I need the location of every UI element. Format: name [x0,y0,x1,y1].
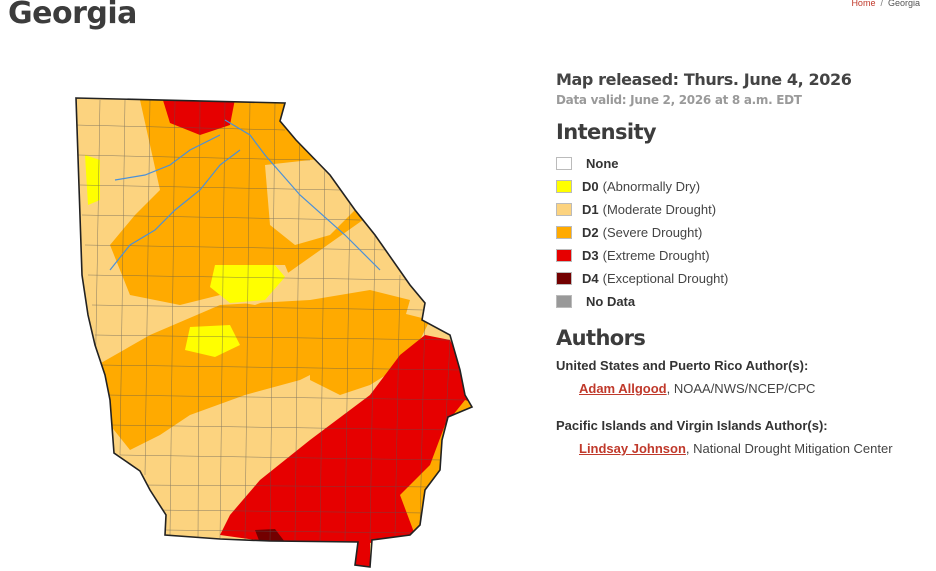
legend-code: D1 [582,202,599,217]
breadcrumb: Home / Georgia [851,0,920,8]
author-link-lindsay-johnson[interactable]: Lindsay Johnson [579,441,686,456]
us-author-org: , NOAA/NWS/NCEP/CPC [666,381,816,396]
legend-swatch-no-data [556,295,572,308]
pacific-author-entry: Lindsay Johnson, National Drought Mitiga… [579,441,931,456]
legend-item-d0: D0 (Abnormally Dry) [556,175,931,198]
intensity-legend: None D0 (Abnormally Dry) D1 (Moderate Drou… [556,152,931,313]
legend-item-none: None [556,152,931,175]
legend-code: D4 [582,271,599,286]
info-panel: Map released: Thurs. June 4, 2026 Data v… [556,70,931,456]
legend-item-d3: D3 (Extreme Drought) [556,244,931,267]
d2-east [310,310,430,395]
legend-label: (Abnormally Dry) [602,179,701,194]
river-coosa [114,134,221,181]
us-author-entry: Adam Allgood, NOAA/NWS/NCEP/CPC [579,381,931,396]
d3-north [162,98,235,135]
legend-swatch-d4 [556,272,572,285]
county-lines [76,99,466,542]
us-authors-label: United States and Puerto Rico Author(s): [556,358,809,373]
legend-label: (Moderate Drought) [602,202,717,217]
legend-label: None [586,156,619,171]
breadcrumb-separator: / [880,0,883,8]
legend-label: (Exceptional Drought) [602,271,729,286]
pacific-author-org: , National Drought Mitigation Center [685,441,893,456]
legend-swatch-d0 [556,180,572,193]
legend-code: D2 [582,225,599,240]
breadcrumb-home-link[interactable]: Home [851,0,876,8]
legend-code: D0 [582,179,599,194]
legend-label: No Data [586,294,636,309]
drought-map [75,97,474,568]
river-savannah [224,119,381,271]
data-valid-date: Data valid: June 2, 2026 at 8 a.m. EDT [556,93,802,107]
intensity-heading: Intensity [556,120,657,144]
legend-item-d1: D1 (Moderate Drought) [556,198,931,221]
legend-item-no-data: No Data [556,290,931,313]
author-link-adam-allgood[interactable]: Adam Allgood [579,381,667,396]
legend-label: (Extreme Drought) [602,248,710,263]
legend-swatch-none [556,157,572,170]
legend-item-d2: D2 (Severe Drought) [556,221,931,244]
rivers [109,119,381,271]
legend-label: (Severe Drought) [602,225,703,240]
d0-patch-east [210,265,285,303]
page-title: Georgia [8,0,137,31]
authors-heading: Authors [556,326,646,350]
legend-swatch-d1 [556,203,572,216]
legend-item-d4: D4 (Exceptional Drought) [556,267,931,290]
map-released-date: Map released: Thurs. June 4, 2026 [556,70,852,89]
pacific-authors-label: Pacific Islands and Virgin Islands Autho… [556,418,828,433]
river-chattahoochee [109,149,241,271]
legend-swatch-d3 [556,249,572,262]
state-border [75,97,474,568]
legend-swatch-d2 [556,226,572,239]
legend-code: D3 [582,248,599,263]
breadcrumb-current: Georgia [887,0,920,8]
d0-patch-northwest [85,155,100,205]
d2-north [110,100,370,305]
